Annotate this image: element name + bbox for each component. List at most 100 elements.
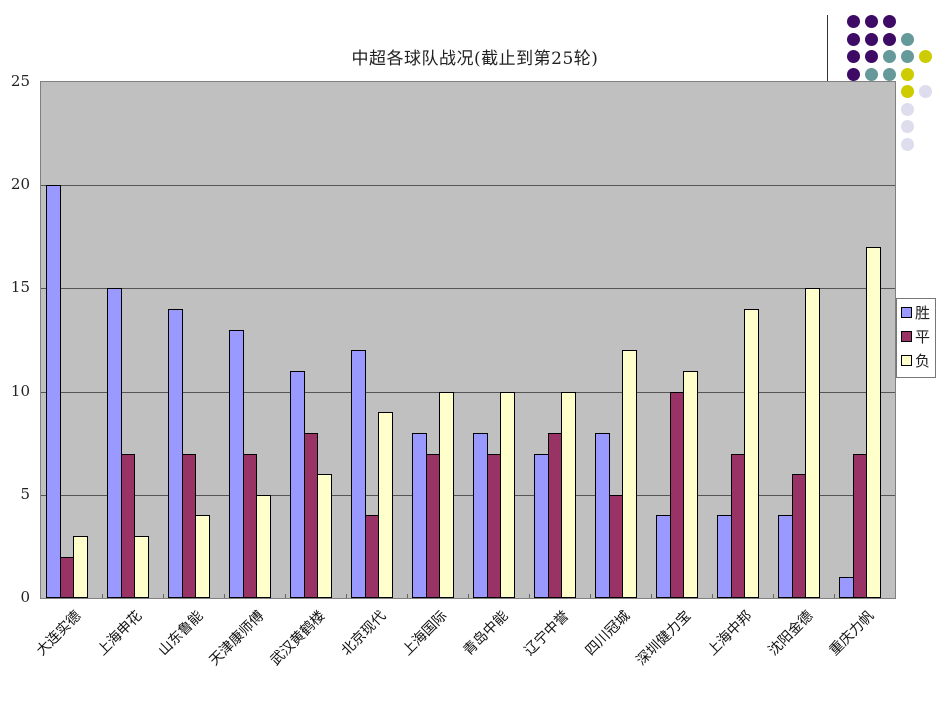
- gridline: [41, 185, 895, 187]
- bar-胜: [290, 370, 305, 598]
- bar-平: [425, 453, 441, 598]
- decorative-dot: [865, 50, 878, 63]
- decorative-dot: [883, 15, 896, 28]
- decorative-dot: [919, 85, 932, 98]
- bar-胜: [168, 309, 183, 598]
- decorative-dot: [901, 102, 914, 116]
- x-tick-mark: [834, 594, 835, 598]
- x-tick-mark: [163, 594, 164, 598]
- gridline: [41, 288, 895, 290]
- x-tick-mark: [529, 594, 530, 598]
- decorative-dot: [883, 50, 896, 63]
- bar-胜: [778, 515, 793, 598]
- bar-负: [73, 536, 88, 598]
- x-tick-mark: [102, 594, 103, 598]
- chart-title: 中超各球队战况(截止到第25轮): [0, 44, 950, 69]
- bar-胜: [412, 432, 427, 598]
- bar-负: [500, 391, 515, 598]
- decorative-dot: [883, 32, 896, 46]
- bar-负: [195, 515, 210, 598]
- bar-负: [256, 494, 271, 598]
- legend-label: 负: [915, 351, 931, 370]
- bar-平: [547, 432, 563, 598]
- y-tick-label: 15: [10, 278, 30, 297]
- x-tick-mark: [285, 594, 286, 598]
- x-tick-mark: [651, 594, 652, 598]
- bar-负: [134, 536, 149, 598]
- decorative-dot: [901, 120, 914, 133]
- bar-负: [805, 288, 820, 598]
- legend-swatch: [901, 354, 912, 366]
- decorative-dot: [901, 67, 914, 81]
- bar-胜: [351, 350, 366, 598]
- bar-负: [744, 309, 759, 598]
- bar-胜: [717, 515, 732, 598]
- bar-胜: [229, 329, 244, 598]
- x-tick-mark: [346, 594, 347, 598]
- bar-平: [364, 515, 380, 598]
- legend: 胜平负: [896, 298, 936, 378]
- decorative-dot: [901, 50, 914, 63]
- decorative-dot: [865, 15, 878, 28]
- bar-胜: [107, 288, 122, 598]
- bar-胜: [656, 515, 671, 598]
- decorative-dot: [901, 32, 914, 46]
- x-tick-mark: [590, 594, 591, 598]
- decorative-dot: [865, 67, 878, 81]
- decorative-dot: [883, 67, 896, 81]
- decorative-dot: [865, 32, 878, 46]
- bar-平: [120, 453, 136, 598]
- x-tick-mark: [712, 594, 713, 598]
- legend-item: 负: [901, 351, 931, 370]
- decorative-dot: [919, 50, 932, 63]
- bar-负: [622, 350, 637, 598]
- bar-平: [181, 453, 197, 598]
- bar-负: [866, 247, 881, 598]
- bar-胜: [839, 577, 854, 598]
- decorative-dot: [847, 32, 860, 46]
- bar-平: [59, 556, 75, 598]
- x-tick-mark: [407, 594, 408, 598]
- legend-item: 平: [901, 327, 931, 346]
- bar-负: [317, 474, 332, 598]
- bar-平: [852, 453, 868, 598]
- chart-title-text: 中超各球队战况(截止到第25轮): [351, 49, 599, 69]
- bar-平: [791, 474, 807, 598]
- gridline: [41, 391, 895, 393]
- plot-area: [40, 81, 896, 599]
- y-tick-label: 10: [10, 381, 30, 400]
- decorative-dot: [847, 67, 860, 81]
- bar-胜: [595, 432, 610, 598]
- bar-平: [669, 391, 685, 598]
- y-tick-label: 0: [20, 588, 30, 606]
- bar-负: [378, 412, 393, 598]
- bar-平: [242, 453, 258, 598]
- y-tick-label: 25: [10, 72, 30, 90]
- legend-label: 平: [915, 327, 931, 346]
- bar-负: [683, 370, 698, 598]
- bar-胜: [46, 185, 61, 598]
- legend-swatch: [901, 306, 912, 318]
- legend-label: 胜: [915, 303, 931, 322]
- bar-胜: [473, 432, 488, 598]
- bar-胜: [534, 453, 549, 598]
- bar-平: [608, 494, 624, 598]
- gridline: [41, 494, 895, 496]
- decorative-dot: [847, 15, 860, 28]
- legend-item: 胜: [901, 303, 931, 322]
- decorative-line: [827, 15, 828, 81]
- bar-平: [303, 432, 319, 598]
- x-tick-mark: [224, 594, 225, 598]
- bar-平: [486, 453, 502, 598]
- decorative-dot: [901, 85, 914, 98]
- x-tick-mark: [468, 594, 469, 598]
- x-tick-mark: [773, 594, 774, 598]
- bar-负: [439, 391, 454, 598]
- y-tick-label: 5: [20, 484, 30, 503]
- decorative-dot: [847, 50, 860, 63]
- decorative-dot: [901, 137, 914, 151]
- bar-负: [561, 391, 576, 598]
- legend-swatch: [901, 330, 912, 342]
- bar-平: [730, 453, 746, 598]
